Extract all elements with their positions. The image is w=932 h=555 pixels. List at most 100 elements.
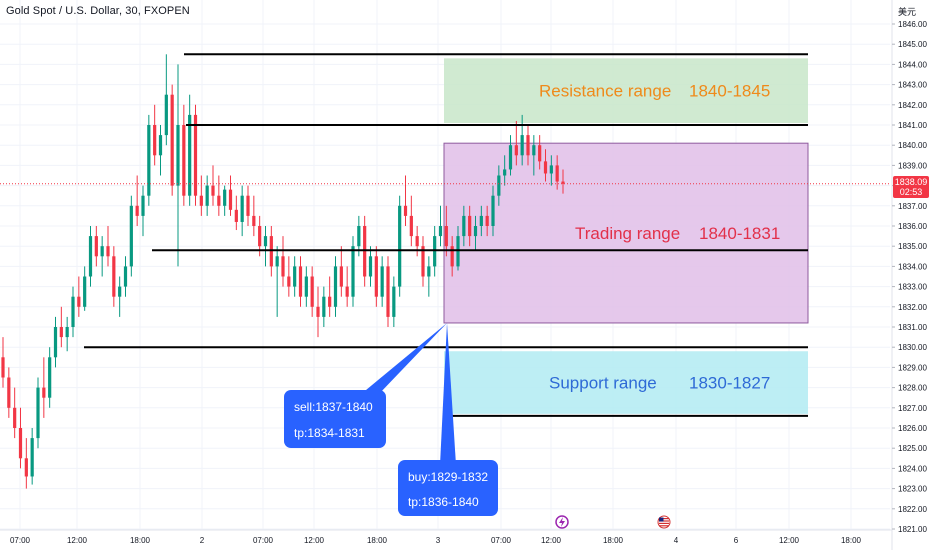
candle: [182, 104, 186, 206]
candle: [193, 104, 198, 206]
price-tick-label: 1836.00: [898, 222, 927, 231]
candle-body: [304, 276, 308, 297]
candle: [421, 236, 425, 287]
candle-body: [71, 296, 75, 327]
bar-countdown: 02:53: [899, 187, 923, 197]
candle-body: [538, 145, 542, 162]
price-tick-label: 1829.00: [898, 363, 927, 372]
candle: [322, 286, 326, 327]
candle-body: [368, 256, 373, 277]
candle: [450, 236, 454, 277]
candle: [491, 185, 495, 237]
candle-body: [7, 377, 11, 408]
candle: [438, 205, 443, 247]
buy-callout-line-1: buy:1829-1832: [408, 470, 489, 484]
candle: [456, 226, 460, 271]
zone-value-label: 1840-1831: [699, 224, 780, 243]
candle-body: [88, 236, 93, 277]
candle-body: [123, 266, 128, 287]
range-zones: [443, 58, 809, 414]
candle: [444, 205, 448, 257]
candle-body: [275, 256, 279, 267]
price-tick-label: 1825.00: [898, 444, 927, 453]
candle: [409, 195, 413, 247]
candle: [479, 205, 483, 237]
symbol-title: Gold Spot / U.S. Dollar, 30, FXOPEN: [6, 5, 190, 17]
price-tick-label: 1826.00: [898, 424, 927, 433]
candle: [508, 135, 513, 176]
candle-body: [158, 135, 163, 156]
candle: [281, 236, 285, 287]
candle-body: [77, 296, 81, 307]
candle: [415, 226, 419, 257]
zone-label: Trading range: [575, 224, 680, 243]
candle: [368, 246, 373, 287]
price-tick-label: 1831.00: [898, 323, 927, 332]
candle-body: [287, 276, 291, 287]
candle-body: [205, 185, 209, 206]
candle-body: [433, 236, 437, 267]
candle: [473, 215, 478, 251]
sell-callout[interactable]: sell:1837-1840 tp:1834-1831: [284, 390, 386, 448]
candle-body: [1, 357, 5, 378]
time-tick-label: 07:00: [10, 536, 31, 545]
candle: [526, 125, 530, 166]
candle: [71, 286, 75, 338]
price-tick-label: 1832.00: [898, 303, 927, 312]
candle-body: [555, 165, 559, 182]
candle-body: [561, 181, 565, 184]
lightning-icon: [555, 515, 569, 529]
candle-body: [403, 205, 408, 216]
buy-callout[interactable]: buy:1829-1832 tp:1836-1840: [398, 460, 498, 516]
candle: [176, 64, 180, 267]
time-axis[interactable]: 07:00 12:00 18:00 2 07:00 12:00 18:00 3 07:00 12:…: [0, 529, 892, 545]
candle-body: [176, 125, 180, 186]
candle-body: [456, 236, 460, 267]
price-tick-label: 1842.00: [898, 101, 927, 110]
candle-body: [106, 246, 110, 257]
callout-pointers: [360, 322, 456, 465]
candle: [269, 226, 273, 277]
candle: [543, 149, 548, 182]
candle: [392, 276, 396, 327]
candle: [316, 286, 320, 338]
time-tick-label: 4: [674, 536, 679, 545]
candle: [374, 246, 378, 307]
time-tick-label: 18:00: [603, 536, 624, 545]
price-tick-label: 1833.00: [898, 283, 927, 292]
candle: [462, 205, 466, 247]
candle: [170, 84, 174, 196]
candle: [77, 276, 81, 317]
candle-body: [141, 195, 145, 216]
candle: [13, 387, 17, 439]
candle-body: [18, 428, 23, 459]
candle: [228, 175, 233, 216]
candle: [240, 185, 244, 237]
price-axis[interactable]: 1846.00 1845.00 1844.00 1843.00 1842.00 1841.…: [891, 0, 932, 550]
candle: [100, 236, 104, 277]
candle-body: [450, 246, 454, 267]
candle: [59, 306, 63, 348]
candle-body: [199, 195, 203, 206]
candle-body: [503, 169, 507, 176]
candle-body: [485, 215, 489, 226]
price-tick-label: 1835.00: [898, 242, 927, 251]
candle: [398, 195, 402, 297]
candle: [532, 135, 536, 176]
candle: [30, 428, 34, 485]
candle-body: [59, 327, 63, 338]
candle: [555, 155, 559, 190]
candle-body: [473, 226, 478, 237]
candle-body: [357, 226, 361, 247]
price-tick-label: 1827.00: [898, 404, 927, 413]
candle: [345, 266, 349, 307]
candle-body: [182, 125, 186, 196]
candle: [339, 246, 343, 297]
sell-callout-line-1: sell:1837-1840: [294, 400, 373, 414]
candle-body: [36, 387, 40, 439]
candle: [252, 195, 256, 237]
candle-body: [328, 296, 332, 307]
candle-body: [310, 276, 314, 307]
